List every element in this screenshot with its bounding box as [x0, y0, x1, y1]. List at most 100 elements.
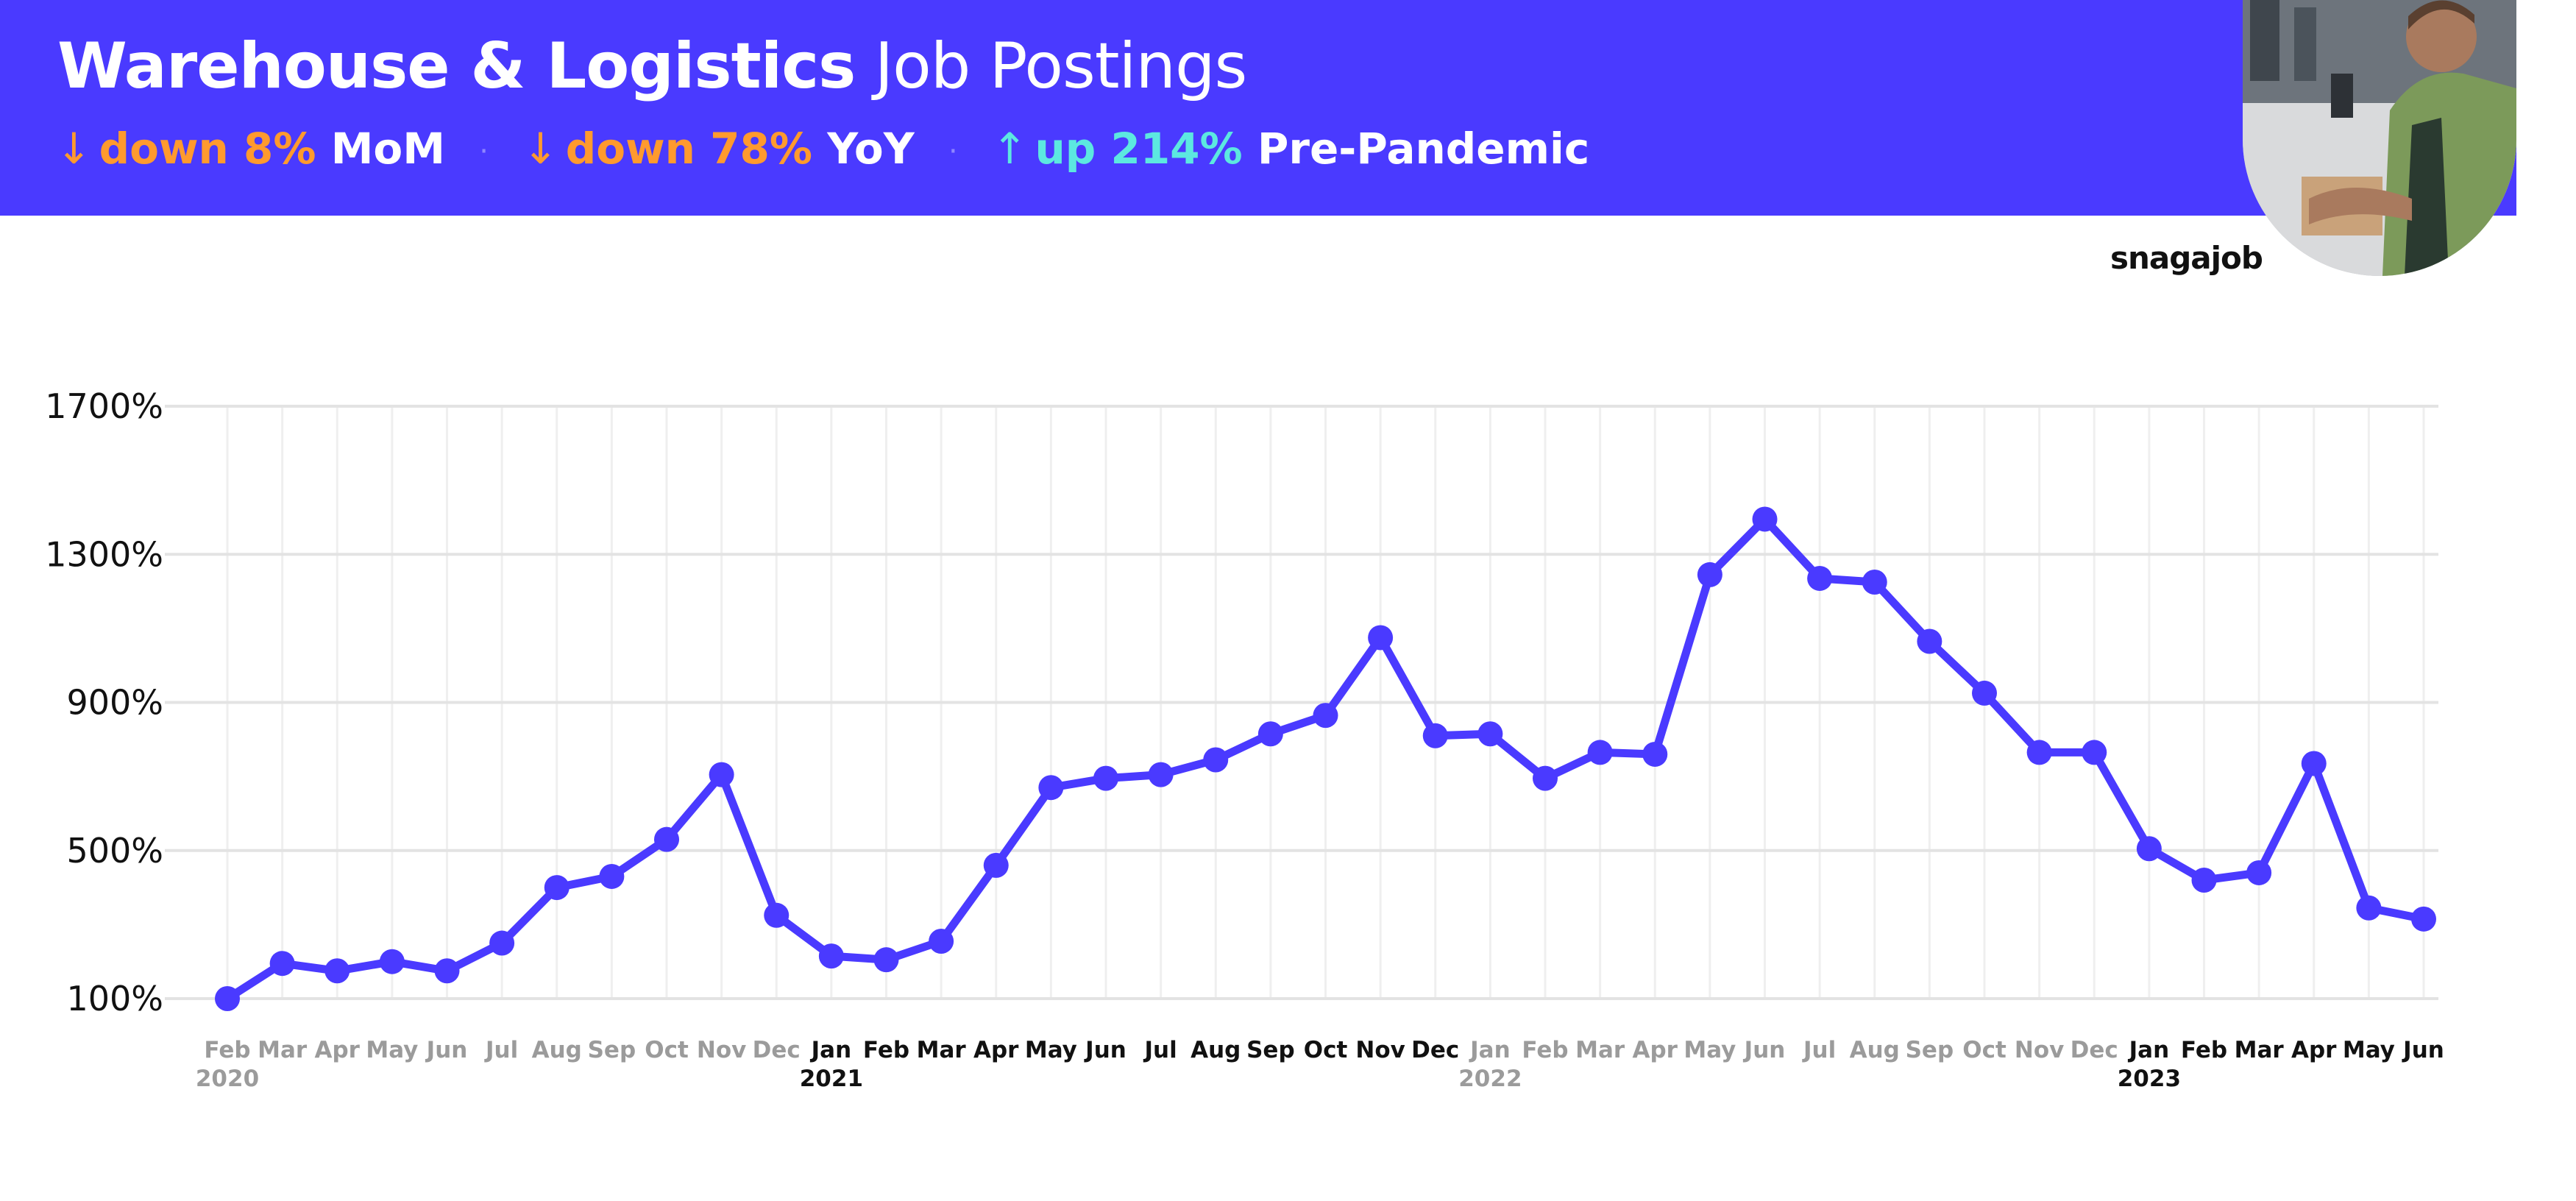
y-tick-label: 1300%: [45, 534, 163, 574]
stat-prepandemic-value: up 214%: [1035, 124, 1243, 174]
x-tick-label: Feb: [204, 1037, 250, 1063]
x-tick-label: Jun: [425, 1037, 468, 1063]
x-tick-label: Aug: [1850, 1037, 1900, 1063]
header-banner: Warehouse & Logistics Job Postings ↓ down…: [0, 0, 2516, 216]
data-point: [1533, 765, 1558, 791]
x-year-label: 2023: [2118, 1066, 2181, 1092]
data-point: [1587, 740, 1613, 765]
separator-dot: ·: [948, 134, 958, 169]
data-point: [2301, 751, 2327, 776]
stats-line: ↓ down 8% MoM · ↓ down 78% YoY · ↑ up 214% …: [56, 124, 1589, 174]
data-point: [599, 863, 625, 889]
data-point: [1257, 721, 1283, 747]
grid-lines: [165, 405, 2438, 1000]
page-title: Warehouse & Logistics Job Postings: [57, 29, 1248, 103]
x-tick-label: Mar: [258, 1037, 308, 1063]
y-axis: 100% 500% 900% 1300% 1700%: [45, 386, 163, 1018]
x-tick-label: Feb: [1522, 1037, 1568, 1063]
x-axis: Feb Mar Apr May Jun Jul Aug Sep Oct Nov Dec Jan Feb M…: [196, 1037, 2444, 1092]
x-tick-label: Apr: [315, 1037, 361, 1063]
stat-mom: ↓ down 8% MoM: [56, 124, 460, 174]
data-point: [1203, 747, 1229, 773]
data-point: [544, 875, 570, 901]
x-tick-label: Oct: [645, 1037, 689, 1063]
data-point: [2191, 868, 2217, 893]
data-point: [2082, 740, 2107, 765]
x-tick-label: Jun: [1084, 1037, 1126, 1063]
data-point: [709, 762, 734, 787]
x-tick-label: Apr: [1633, 1037, 1678, 1063]
data-point: [1148, 762, 1174, 787]
x-tick-label: Nov: [697, 1037, 746, 1063]
data-point: [434, 958, 460, 984]
data-point: [1313, 703, 1338, 729]
stat-mom-value: down 8%: [99, 124, 316, 174]
y-tick-label: 900%: [66, 683, 163, 723]
x-year-label: 2022: [1458, 1066, 1522, 1092]
y-tick-label: 100%: [66, 979, 163, 1018]
stat-yoy-value: down 78%: [565, 124, 812, 174]
x-tick-label: Jul: [484, 1037, 518, 1063]
data-point: [1038, 775, 1064, 801]
x-tick-label: Jul: [1143, 1037, 1177, 1063]
data-point: [489, 930, 515, 956]
stat-prepandemic: ↑ up 214% Pre-Pandemic: [992, 124, 1589, 174]
stat-yoy-label: YoY: [827, 124, 915, 174]
series-line: [215, 506, 2436, 1011]
x-tick-label: May: [1683, 1037, 1736, 1063]
data-point: [873, 947, 899, 973]
brand-logo: snagajob: [2110, 240, 2263, 276]
up-arrow-icon: ↑: [991, 124, 1028, 174]
stat-yoy: ↓ down 78% YoY: [522, 124, 929, 174]
x-tick-label: May: [366, 1037, 418, 1063]
data-point: [1642, 741, 1668, 767]
data-point: [1477, 721, 1503, 747]
x-tick-label: Jan: [810, 1037, 852, 1063]
data-point: [1093, 765, 1118, 791]
data-point: [379, 949, 405, 974]
down-arrow-icon: ↓: [522, 124, 558, 174]
x-tick-label: Feb: [863, 1037, 909, 1063]
data-point: [1697, 561, 1722, 587]
x-tick-label: Jul: [1802, 1037, 1836, 1063]
data-point: [215, 986, 240, 1011]
x-tick-label: Apr: [973, 1037, 1019, 1063]
x-tick-label: Mar: [1575, 1037, 1625, 1063]
y-tick-label: 500%: [66, 831, 163, 871]
data-point: [654, 826, 679, 852]
x-tick-label: Aug: [1191, 1037, 1241, 1063]
x-tick-label: Feb: [2181, 1037, 2227, 1063]
x-tick-label: Jun: [2402, 1037, 2444, 1063]
data-point: [1752, 506, 1778, 532]
x-tick-label: Sep: [1906, 1037, 1954, 1063]
data-point: [818, 943, 844, 969]
data-point: [1422, 723, 1448, 748]
data-point: [1368, 625, 1394, 651]
data-point: [983, 852, 1009, 878]
title-regular: Job Postings: [874, 29, 1248, 103]
x-tick-label: Jan: [1469, 1037, 1511, 1063]
data-point: [2411, 906, 2436, 932]
x-tick-label: Mar: [2235, 1037, 2285, 1063]
data-point: [929, 929, 954, 954]
separator-dot: ·: [479, 134, 489, 169]
x-tick-label: May: [1025, 1037, 1077, 1063]
x-tick-label: Aug: [532, 1037, 582, 1063]
x-tick-label: Sep: [1246, 1037, 1295, 1063]
data-point: [1917, 628, 1942, 654]
x-tick-label: Apr: [2291, 1037, 2337, 1063]
x-tick-label: Oct: [1962, 1037, 2006, 1063]
stat-mom-label: MoM: [330, 124, 445, 174]
data-point: [2136, 836, 2162, 862]
x-tick-label: Nov: [2015, 1037, 2064, 1063]
data-point: [764, 902, 790, 928]
y-tick-label: 1700%: [45, 386, 163, 426]
x-tick-label: Mar: [917, 1037, 967, 1063]
title-bold: Warehouse & Logistics: [57, 29, 856, 103]
x-tick-label: Dec: [753, 1037, 801, 1063]
data-point: [2246, 860, 2272, 885]
down-arrow-icon: ↓: [56, 124, 92, 174]
x-tick-label: Oct: [1304, 1037, 1348, 1063]
x-tick-label: Dec: [1411, 1037, 1459, 1063]
